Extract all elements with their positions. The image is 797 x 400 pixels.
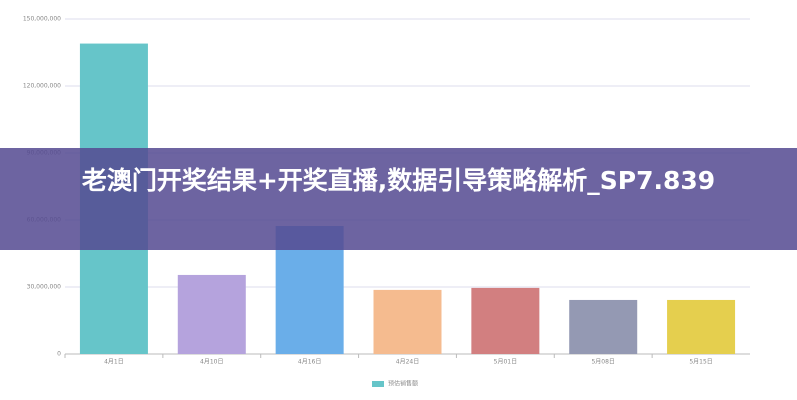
y-tick-label: 150,000,000 [23,16,61,23]
x-tick-label: 4月24日 [396,359,419,366]
bar [569,299,638,354]
banner-title: 老澳门开奖结果+开奖直播,数据引导策略解析_SP7.839 [0,148,797,250]
x-tick-label: 4月16日 [298,359,321,366]
x-tick-label: 5月01日 [494,359,517,366]
bar [177,274,246,354]
bar [471,287,540,354]
y-tick-label: 30,000,000 [27,284,62,291]
x-tick-label: 5月08日 [591,359,614,366]
x-tick-label: 4月1日 [104,359,124,366]
legend-swatch [372,381,384,387]
y-tick-label: 120,000,000 [23,83,61,90]
x-tick-label: 4月10日 [200,359,223,366]
bar [667,299,736,354]
legend-label: 预估销售额 [388,380,418,388]
y-tick-label: 0 [57,351,61,358]
bar [373,289,442,354]
x-tick-label: 5月15日 [689,359,712,366]
